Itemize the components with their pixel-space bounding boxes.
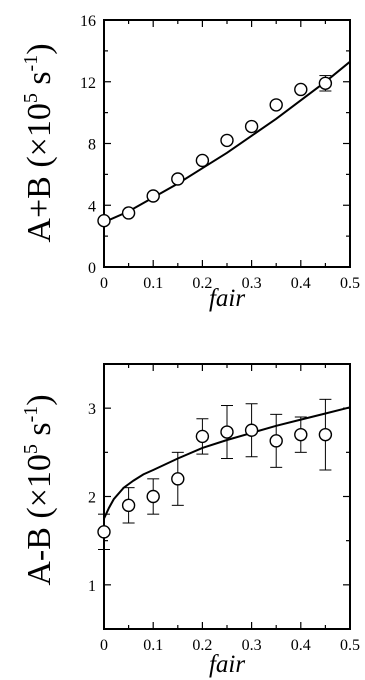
x-tick-label: 0.1: [143, 275, 163, 292]
y-tick-label: 1: [88, 578, 96, 595]
y-axis-title-top: A+B (×105 s-1): [20, 43, 58, 242]
x-tick-label: 0.3: [242, 637, 262, 654]
xtick-labels-bottom: 0 0.1 0.2 0.3 0.4 0.5: [100, 637, 360, 654]
data-point: [220, 133, 234, 148]
data-point: [318, 427, 333, 442]
y-axis-title-top-close: ): [21, 43, 58, 54]
x-axis-title-bottom: fair: [209, 651, 245, 678]
data-point: [220, 425, 234, 439]
error-bars-bottom: [98, 398, 332, 550]
data-point: [269, 98, 283, 112]
y-axis-title-top-exp: 5: [20, 93, 42, 103]
y-axis-title-top-unit-exp: -1: [20, 55, 42, 72]
data-point: [294, 82, 308, 97]
y-tick-label: 12: [80, 75, 96, 92]
data-point: [318, 76, 333, 90]
x-tick-label: 0.5: [340, 275, 360, 292]
xtick-labels-top: 0 0.1 0.2 0.3 0.4 0.5: [100, 275, 360, 292]
data-point: [121, 206, 136, 220]
y-tick-label: 3: [88, 401, 96, 418]
data-point: [269, 434, 283, 448]
x-tick-label: 0.4: [291, 637, 311, 654]
panel-top: 0 0.1 0.2 0.3 0.4 0.5 0 4 8 12 16 fair A+B (×105 …: [20, 13, 360, 312]
panel-bottom: 0 0.1 0.2 0.3 0.4 0.5 1 2 3 fair A-B (×105 s-1): [20, 363, 360, 678]
data-point: [244, 119, 259, 134]
x-axis-title-top: fair: [209, 285, 245, 312]
data-point: [244, 423, 259, 437]
y-axis-title-bottom-main: A-B (×10: [21, 454, 58, 586]
markers-bottom: [97, 423, 333, 539]
data-point: [146, 489, 160, 504]
y-tick-label: 16: [80, 13, 96, 30]
x-tick-label: 0.4: [291, 275, 311, 292]
x-tick-label: 0.3: [242, 275, 262, 292]
ticks-bottom: [103, 363, 351, 630]
data-point: [294, 427, 308, 442]
fit-line-top: [103, 60, 351, 224]
y-axis-title-bottom: A-B (×105 s-1): [20, 394, 58, 585]
x-tick-label: 0.1: [143, 637, 163, 654]
y-tick-label: 4: [88, 198, 96, 215]
data-point: [97, 213, 111, 228]
ytick-labels-top: 0 4 8 12 16: [80, 13, 96, 277]
y-axis-title-bottom-close: ): [21, 394, 58, 405]
y-axis-title-top-unit: s: [21, 71, 58, 93]
x-tick-label: 0.2: [192, 275, 212, 292]
data-point: [195, 153, 210, 168]
ytick-labels-bottom: 1 2 3: [88, 401, 96, 595]
y-tick-label: 8: [88, 137, 96, 154]
data-point: [146, 189, 160, 203]
y-axis-title-top-main: A+B (×10: [21, 103, 58, 242]
data-point: [171, 472, 185, 486]
x-tick-label: 0: [100, 275, 108, 292]
x-tick-label: 0.5: [340, 637, 360, 654]
y-tick-label: 0: [88, 260, 96, 277]
x-tick-label: 0: [100, 637, 108, 654]
data-point: [171, 172, 185, 186]
ticks-top: [103, 19, 351, 268]
plot-frame-bottom: [103, 363, 351, 630]
data-point: [97, 525, 111, 539]
data-point: [121, 498, 136, 513]
y-axis-title-bottom-exp: 5: [20, 444, 42, 454]
x-tick-label: 0.2: [192, 637, 212, 654]
markers-top: [97, 76, 333, 228]
y-axis-title-bottom-unit-exp: -1: [20, 406, 42, 423]
y-axis-title-bottom-unit: s: [21, 422, 58, 444]
y-tick-label: 2: [88, 490, 96, 507]
data-point: [195, 429, 210, 444]
